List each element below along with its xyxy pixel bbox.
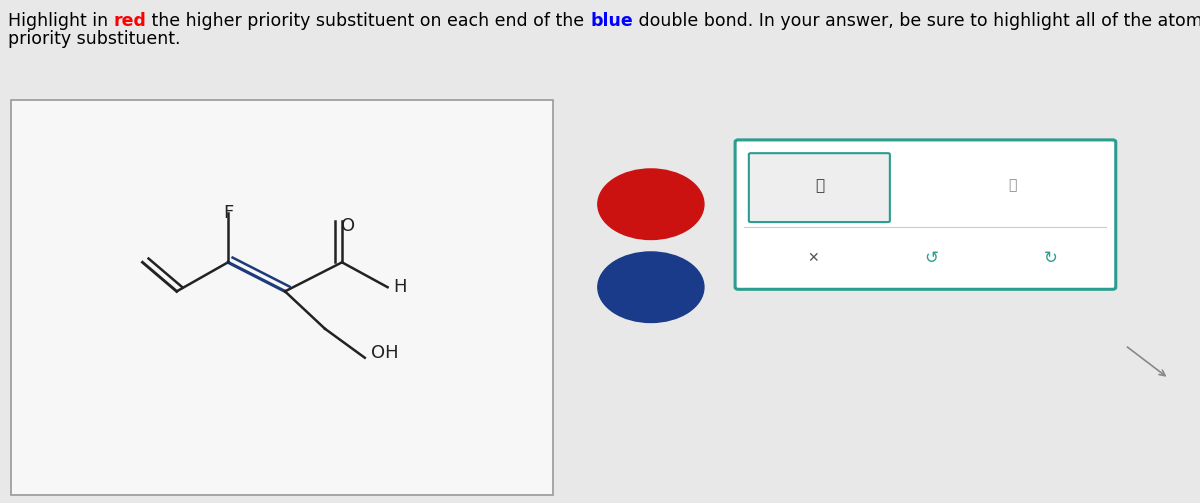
Text: red: red: [114, 12, 146, 30]
Text: 🖊: 🖊: [815, 178, 824, 193]
FancyBboxPatch shape: [736, 140, 1116, 289]
Text: Highlight in: Highlight in: [8, 12, 114, 30]
Text: ↻: ↻: [1043, 249, 1057, 267]
Text: F: F: [223, 204, 233, 222]
Text: priority substituent.: priority substituent.: [8, 30, 180, 48]
Text: blue: blue: [590, 12, 632, 30]
Text: ↺: ↺: [925, 249, 938, 267]
FancyBboxPatch shape: [12, 101, 553, 495]
Text: OH: OH: [371, 344, 398, 362]
Text: ✕: ✕: [808, 251, 818, 265]
Text: double bond. In your answer, be sure to highlight all of the atoms in the higher: double bond. In your answer, be sure to …: [632, 12, 1200, 30]
Text: ⬜: ⬜: [1009, 179, 1016, 193]
Text: the higher priority substituent on each end of the: the higher priority substituent on each …: [146, 12, 590, 30]
Circle shape: [598, 169, 704, 239]
FancyBboxPatch shape: [749, 153, 890, 222]
Text: H: H: [394, 278, 407, 296]
Circle shape: [598, 252, 704, 322]
Text: O: O: [341, 217, 355, 235]
